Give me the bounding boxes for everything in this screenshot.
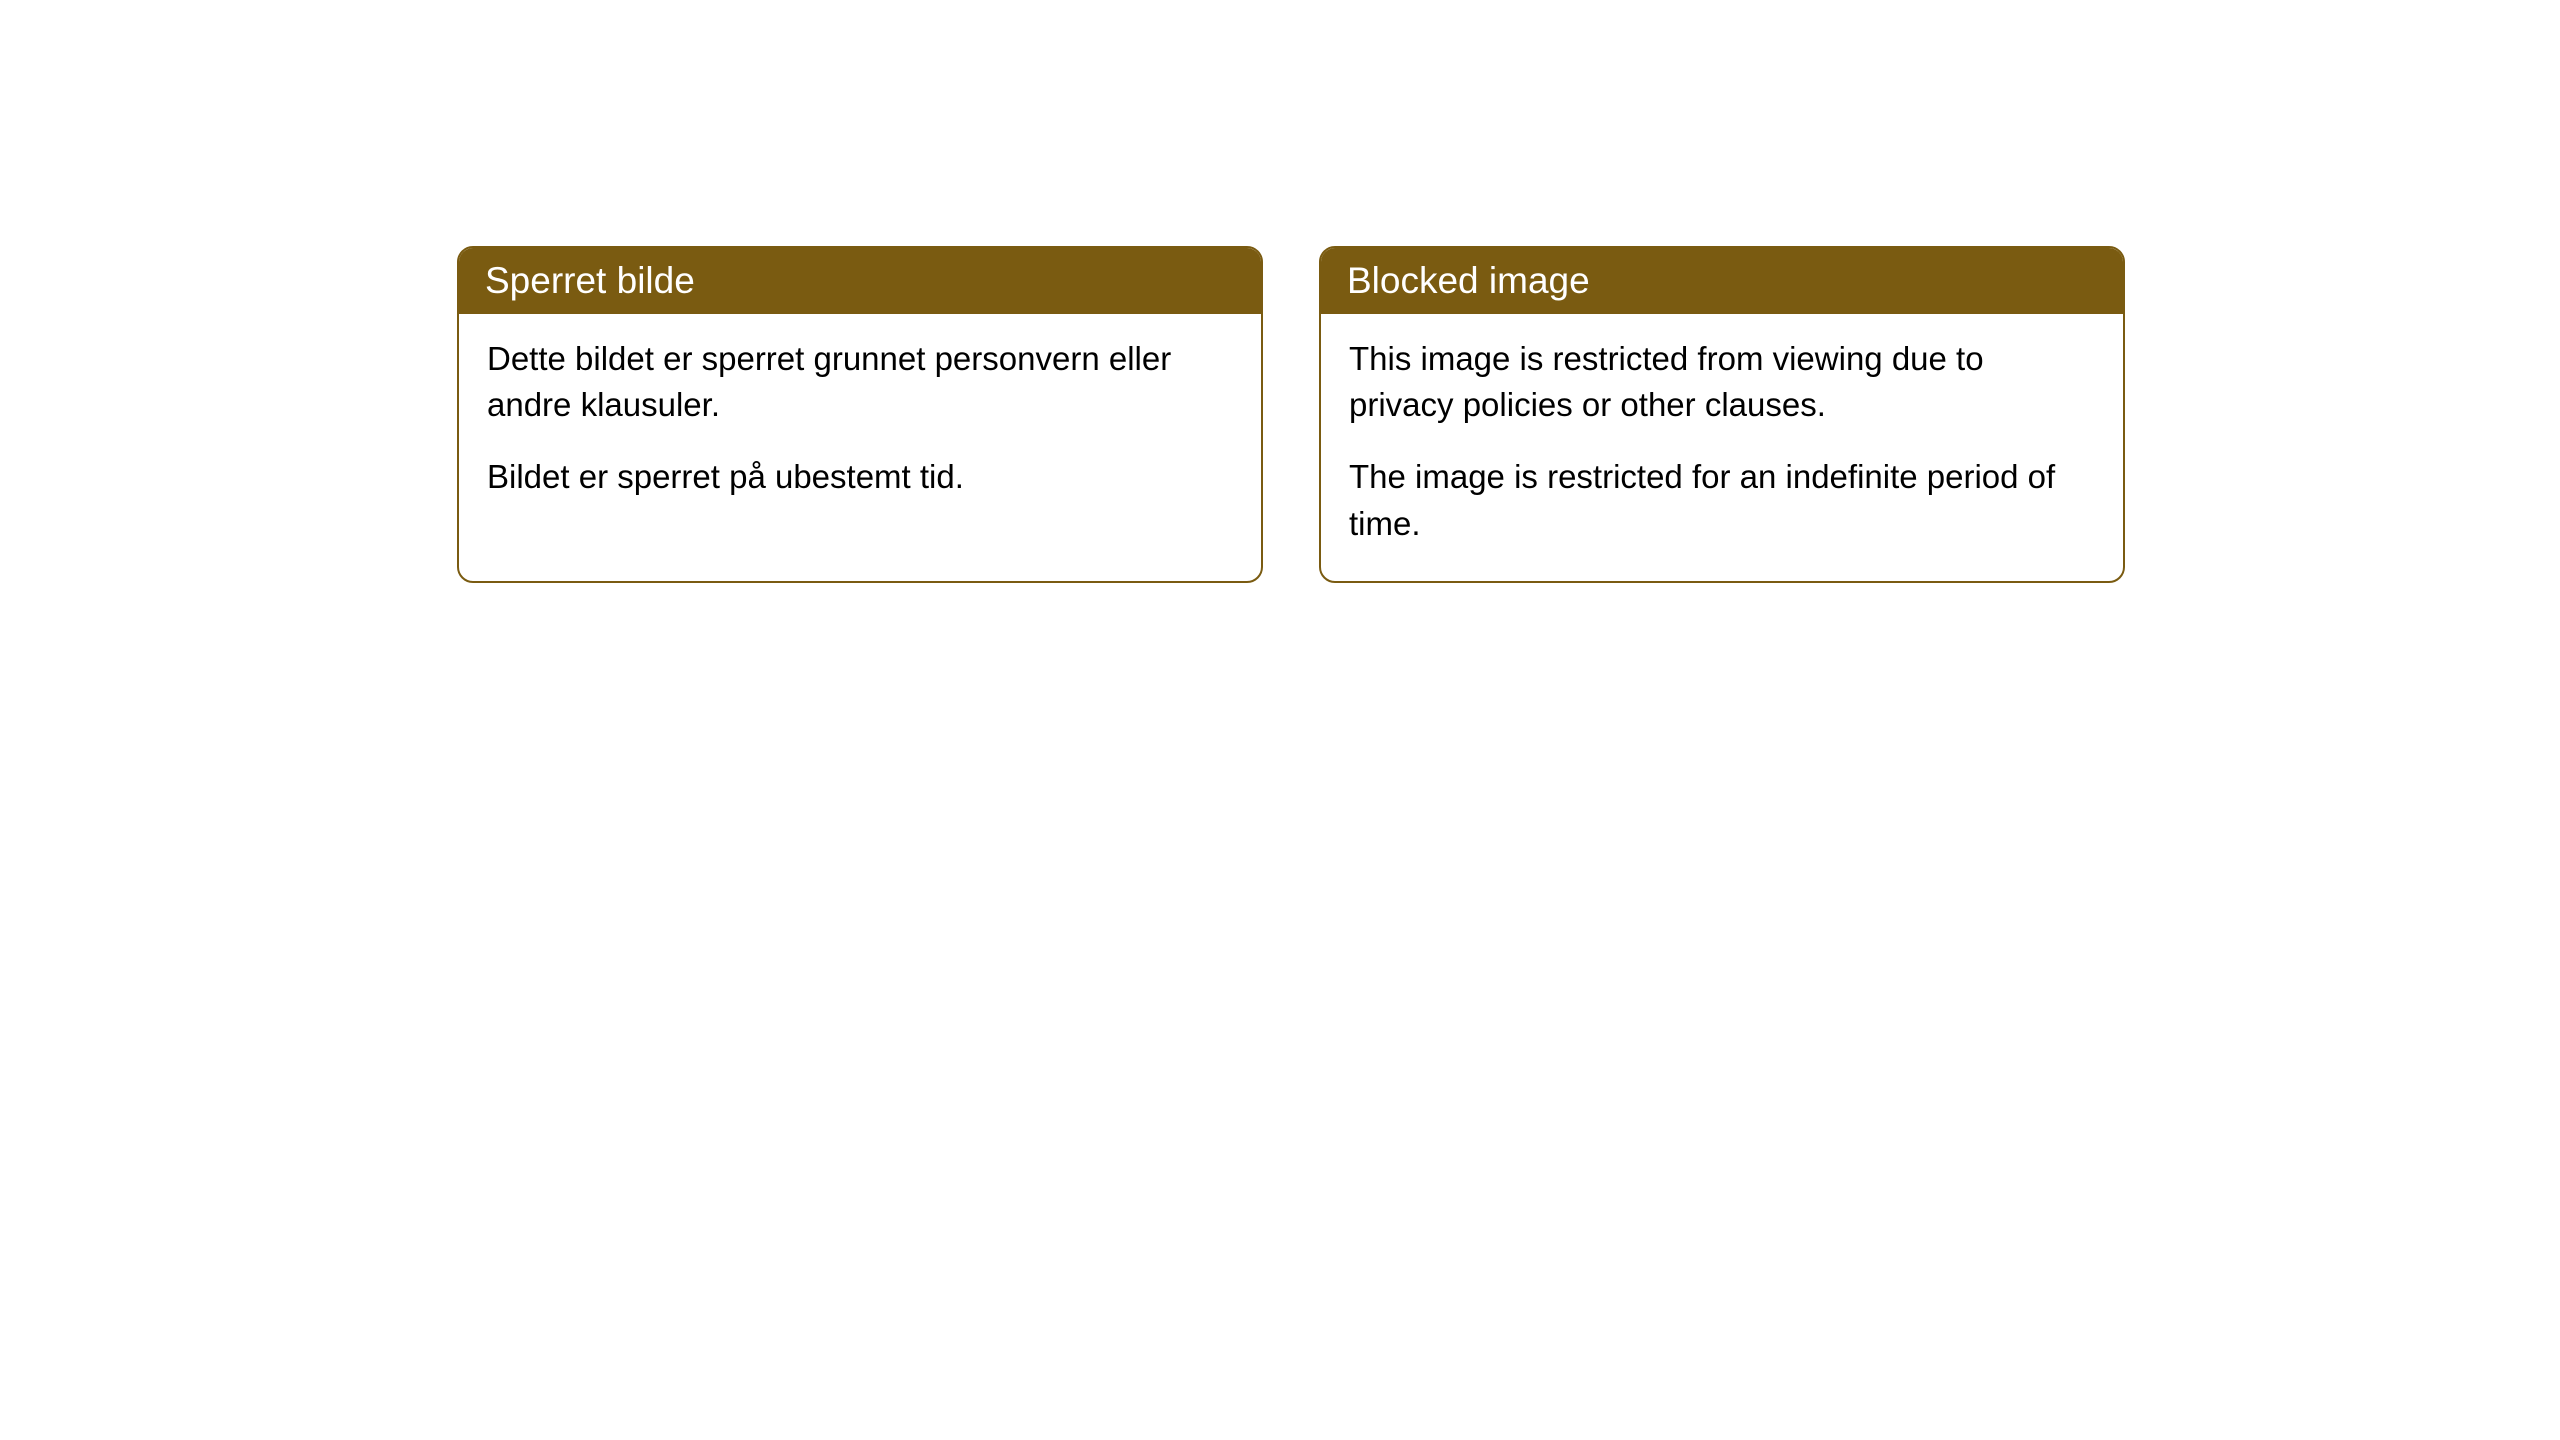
card-paragraph: Dette bildet er sperret grunnet personve…	[487, 336, 1233, 428]
card-english: Blocked image This image is restricted f…	[1319, 246, 2125, 583]
card-header-norwegian: Sperret bilde	[459, 248, 1261, 314]
card-body-english: This image is restricted from viewing du…	[1321, 314, 2123, 581]
card-body-norwegian: Dette bildet er sperret grunnet personve…	[459, 314, 1261, 535]
card-header-english: Blocked image	[1321, 248, 2123, 314]
card-paragraph: This image is restricted from viewing du…	[1349, 336, 2095, 428]
card-paragraph: The image is restricted for an indefinit…	[1349, 454, 2095, 546]
card-paragraph: Bildet er sperret på ubestemt tid.	[487, 454, 1233, 500]
card-norwegian: Sperret bilde Dette bildet er sperret gr…	[457, 246, 1263, 583]
cards-container: Sperret bilde Dette bildet er sperret gr…	[457, 246, 2125, 583]
